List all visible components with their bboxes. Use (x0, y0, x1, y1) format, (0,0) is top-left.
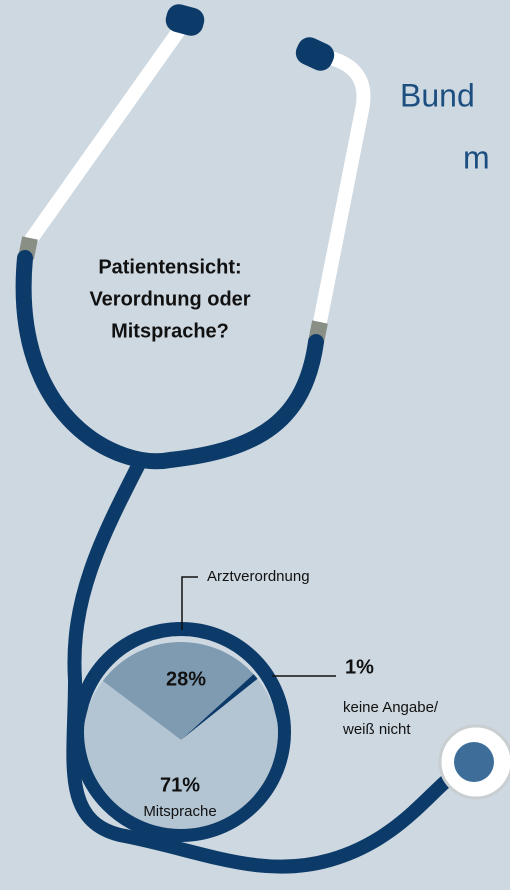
value-label: 28% (166, 668, 206, 690)
page: Bund m Patientensicht: Verordnung oder M… (0, 0, 510, 890)
title-line: m (463, 139, 490, 175)
value-label: 1% (345, 656, 374, 678)
heading-line: Patientensicht: (98, 256, 241, 278)
category-label: weiß nicht (342, 721, 411, 738)
heading-line: Verordnung oder (89, 288, 250, 310)
chest-piece-diaphragm (454, 742, 494, 782)
category-label: Mitsprache (143, 803, 216, 820)
category-label: keine Angabe/ (343, 699, 439, 716)
value-label: 71% (160, 774, 200, 796)
category-label: Arztverordnung (207, 568, 310, 585)
infographic: Bund m Patientensicht: Verordnung oder M… (0, 0, 510, 890)
heading-line: Mitsprache? (111, 320, 229, 342)
title-line: Bund (400, 77, 475, 113)
